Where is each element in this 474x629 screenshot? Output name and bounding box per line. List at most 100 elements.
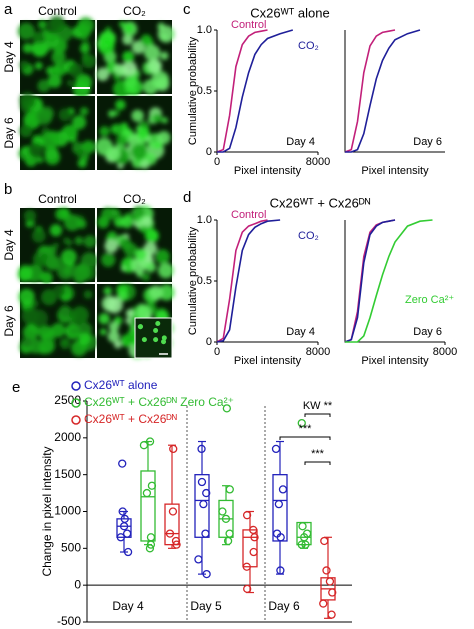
cell (122, 34, 134, 45)
cell (63, 266, 72, 276)
data-point (320, 536, 329, 546)
y-tick-label: 1.0 (197, 24, 212, 36)
cell (46, 255, 62, 271)
cell (58, 108, 72, 122)
data-point (298, 522, 307, 531)
cell (95, 137, 113, 156)
cell (17, 267, 32, 282)
cell (145, 261, 157, 273)
cell (76, 148, 87, 159)
x-tick-label: Day 6 (268, 599, 300, 613)
cell (131, 109, 144, 122)
box (194, 474, 210, 538)
cell (160, 51, 169, 60)
cell (77, 219, 87, 229)
cell (115, 135, 128, 147)
cdf-line (216, 29, 268, 153)
y-tick-label: 2500 (54, 393, 81, 407)
cdf-line (216, 219, 281, 343)
row-label: Day 4 (2, 41, 16, 73)
box (164, 503, 180, 546)
cell (122, 128, 132, 138)
cell (118, 237, 132, 250)
x-tick-label: 8000 (433, 346, 457, 358)
cell (134, 248, 147, 261)
cell (36, 156, 44, 164)
data-point (297, 540, 306, 549)
cell (146, 229, 159, 243)
cell (83, 235, 97, 248)
cell (66, 79, 74, 87)
y-tick-label: 0.5 (197, 85, 212, 97)
cell (161, 117, 168, 124)
data-point (122, 529, 132, 538)
x-tick-label: Day 4 (112, 599, 144, 613)
legend-label: Cx26ᵂᵀ + Cx26ᴰᴺ Zero Ca²⁺ (84, 395, 234, 409)
cell (139, 159, 150, 170)
micrograph (17, 207, 98, 284)
cell (73, 263, 91, 281)
axis (344, 30, 445, 153)
cell (113, 63, 125, 75)
column-label: Control (38, 192, 77, 206)
cell (52, 64, 62, 74)
y-tick-label: 500 (61, 541, 81, 555)
cell (148, 285, 164, 300)
cell (79, 43, 90, 54)
data-point (145, 544, 155, 553)
data-point (301, 540, 310, 549)
cell (77, 322, 93, 337)
cell (55, 207, 68, 221)
row-label: Day 4 (2, 229, 16, 261)
cell (22, 324, 39, 341)
row-label: Day 6 (2, 305, 16, 337)
cell (28, 142, 44, 158)
cell (37, 79, 51, 93)
cell (157, 262, 174, 279)
cell (71, 115, 87, 130)
data-point (322, 566, 331, 575)
cell (71, 306, 89, 325)
data-point (165, 529, 175, 538)
cell (38, 325, 54, 341)
cell (133, 215, 140, 222)
cell (32, 31, 46, 45)
cell (60, 248, 77, 266)
cell (161, 335, 167, 341)
data-point (123, 547, 133, 557)
cell (119, 21, 126, 28)
cell (121, 60, 137, 77)
cell (104, 239, 119, 253)
legend-label: Cx26ᵂᵀ + Cx26ᴰᴺ (84, 412, 177, 426)
legend-label: Cx26ᵂᵀ alone (84, 378, 158, 392)
x-tick-label: 8000 (306, 346, 330, 358)
panel-label: b (4, 181, 12, 198)
column-label: Control (38, 4, 77, 18)
cell (142, 216, 153, 228)
cell (153, 327, 159, 333)
cell (81, 54, 96, 69)
data-point (242, 511, 252, 520)
cell (142, 79, 159, 95)
cell (61, 341, 69, 350)
cell (31, 40, 49, 58)
cdf-line (217, 29, 294, 153)
cell (77, 16, 95, 34)
chart-title: Cx26ᵂᵀ + Cx26ᴰᴺ (270, 195, 371, 210)
cell (144, 44, 161, 61)
cell (79, 107, 89, 116)
cell (44, 33, 60, 48)
cell (23, 209, 37, 222)
cell (99, 126, 110, 137)
cell (47, 74, 62, 88)
cell (25, 154, 38, 167)
cell (19, 60, 29, 70)
data-point (327, 610, 336, 619)
annotation: Day 4 (286, 136, 315, 148)
cell (18, 288, 35, 305)
data-point (194, 555, 203, 564)
cells (17, 207, 98, 284)
cell (108, 110, 116, 118)
data-point (199, 499, 208, 509)
x-tick-label: 0 (214, 156, 220, 168)
